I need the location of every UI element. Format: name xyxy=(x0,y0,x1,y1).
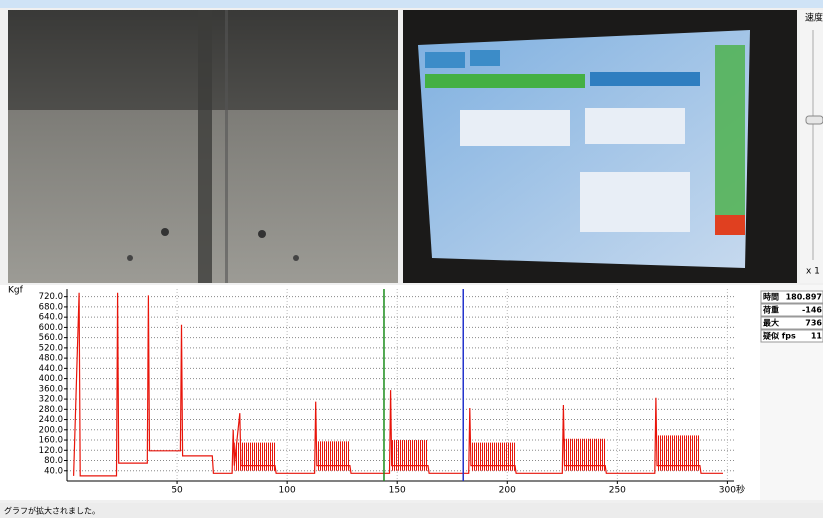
camera-right xyxy=(403,10,797,283)
x-tick-label: 100 xyxy=(279,486,296,496)
speed-multiplier: x 1 xyxy=(806,267,820,277)
page: {"chart_data": {"type": "line", "y_label… xyxy=(0,0,823,518)
y-tick-label: 240.0 xyxy=(39,415,63,425)
y-tick-label: 280.0 xyxy=(39,405,63,415)
x-tick-label: 150 xyxy=(389,486,406,496)
info-key: 疑似 fps xyxy=(763,331,796,341)
y-tick-label: 680.0 xyxy=(39,302,63,312)
x-tick-label: 200 xyxy=(499,486,516,496)
noise-band xyxy=(317,441,350,470)
x-tick-label: 250 xyxy=(609,486,626,496)
y-tick-label: 480.0 xyxy=(39,354,63,364)
info-key: 時間 xyxy=(763,292,779,302)
y-tick-label: 640.0 xyxy=(39,313,63,323)
y-tick-label: 80.0 xyxy=(44,456,63,466)
speed-label: 速度 xyxy=(805,12,823,24)
x-axis-label: 秒 xyxy=(736,484,745,496)
window: 速度 x 1 Kgf 40.080.0120.0160.0200.0240.02… xyxy=(0,0,823,518)
y-tick-label: 40.0 xyxy=(44,466,63,476)
info-key: 最大 xyxy=(763,318,779,328)
info-value: 11 xyxy=(811,332,823,341)
speed-panel xyxy=(800,10,823,283)
camera-left xyxy=(8,10,398,283)
y-tick-label: 320.0 xyxy=(39,395,63,405)
y-tick-label: 560.0 xyxy=(39,333,63,343)
y-axis-label: Kgf xyxy=(8,286,24,296)
y-tick-label: 520.0 xyxy=(39,343,63,353)
status-text: グラフが拡大されました。 xyxy=(4,506,100,516)
noise-band xyxy=(471,443,515,471)
info-table: 時間 180.897 荷重 -146 最大 736 疑似 fps 11 xyxy=(761,291,823,342)
y-tick-label: 720.0 xyxy=(39,292,63,302)
y-tick-label: 360.0 xyxy=(39,384,63,394)
title-strip xyxy=(0,0,823,8)
info-key: 荷重 xyxy=(762,305,779,315)
x-tick-label: 300 xyxy=(719,486,736,496)
info-value: 180.897 xyxy=(786,293,822,302)
y-tick-label: 400.0 xyxy=(39,374,63,384)
info-value: -146 xyxy=(802,306,822,315)
y-tick-label: 200.0 xyxy=(39,425,63,435)
slider-thumb[interactable] xyxy=(806,116,823,124)
y-tick-label: 440.0 xyxy=(39,364,63,374)
y-tick-label: 600.0 xyxy=(39,323,63,333)
y-tick-label: 120.0 xyxy=(39,446,63,456)
status-bar xyxy=(0,503,823,518)
info-value: 736 xyxy=(805,319,822,328)
x-tick-label: 50 xyxy=(171,486,183,496)
y-tick-label: 160.0 xyxy=(39,436,63,446)
